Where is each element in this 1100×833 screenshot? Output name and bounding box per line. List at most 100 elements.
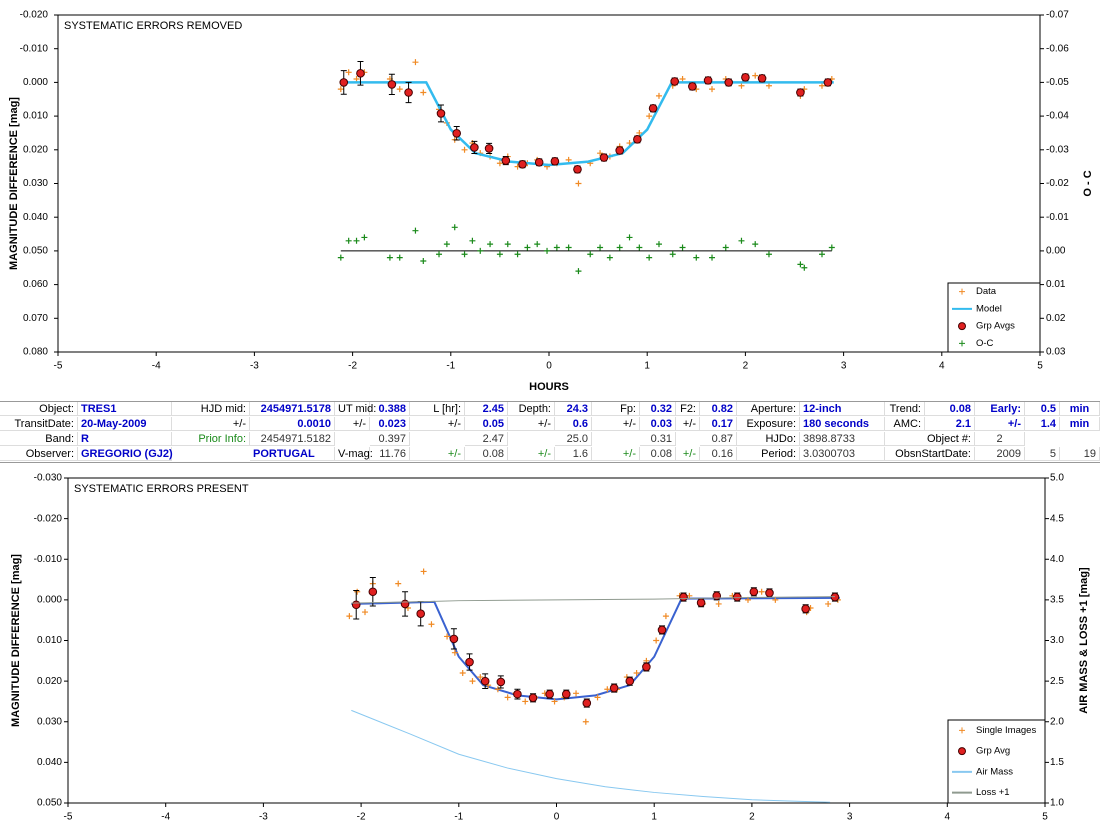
y-tick-label: 0.080 [23,347,48,358]
legend-label: Model [976,303,1002,314]
group-average [696,598,706,608]
group-average [757,74,767,83]
group-average [801,604,810,614]
table-cell: TransitDate: [0,417,78,431]
data-point [597,150,604,157]
data-point [797,261,804,268]
data-point [412,227,419,234]
data-point [646,113,653,120]
x-tick-label: -2 [357,812,366,823]
y-tick-label: -0.030 [34,473,63,484]
group-average [513,689,522,699]
y2-tick-label: 4.0 [1050,554,1064,565]
data-point [436,251,443,258]
table-cell: +/- [676,447,700,461]
data-point [496,160,503,167]
y-tick-label: 0.030 [23,178,48,189]
data-point [354,588,361,595]
table-cell: +/- [172,417,250,431]
data-point [522,698,529,705]
group-average [534,157,544,167]
table-cell: 0.03 [640,417,676,431]
group-average [356,69,365,78]
x-tick-label: -5 [64,812,73,823]
y2-tick-label: 2.0 [1050,716,1064,727]
table-cell: PORTUGAL [250,447,335,461]
table-cell: ObsnStartDate: [885,447,975,461]
data-point [738,237,745,244]
y2-tick-label: -0.07 [1046,10,1069,21]
plot-area [57,14,1041,353]
table-cell: 0.82 [700,402,737,416]
data-point [337,86,344,93]
legend-label: O-C [976,338,994,349]
y2-tick-label: 4.5 [1050,513,1064,524]
table-cell: 5 [1025,447,1060,461]
y2-tick-label: -0.06 [1046,43,1069,54]
data-point [709,86,716,93]
table-cell: 20-May-2009 [78,417,172,431]
legend-swatch [959,288,965,295]
y-tick-label: 0.010 [23,111,48,122]
data-point [818,82,825,89]
y-tick-label: -0.010 [34,554,63,565]
legend-box [947,282,1041,353]
table-cell: 2.45 [465,402,508,416]
table-cell: Period: [737,447,800,461]
table-cell: 24.3 [555,402,592,416]
data-point [765,82,772,89]
y-tick-label: 0.010 [37,635,62,646]
legend-swatch [959,727,965,734]
data-point [604,686,611,693]
group-average [573,165,582,174]
y-tick-label: 0.040 [23,212,48,223]
group-average [484,144,494,153]
y2-tick-label: 5.0 [1050,473,1064,484]
x-tick-label: 1 [651,812,657,823]
data-point [451,224,458,231]
group-average [615,146,625,155]
x-tick-label: -2 [348,361,357,372]
group-average [724,78,734,87]
group-average [599,153,609,162]
data-point [337,254,344,261]
table-cell: 19 [1060,447,1100,461]
table-cell: +/- [592,417,640,431]
y2-tick-label: 3.5 [1050,595,1064,606]
group-average [339,78,349,87]
data-point [616,244,623,251]
table-cell: 1.4 [1025,417,1060,431]
data-point [396,254,403,261]
data-point [451,649,458,656]
group-average [518,159,527,169]
table-cell: 12-inch [800,402,885,416]
table-cell: +/- [508,417,555,431]
data-point [386,254,393,261]
table-cell: 0.397 [370,432,410,446]
table-cell: Observer: [0,447,78,461]
table-cell: Prior Info: [172,432,250,446]
group-average [633,135,642,144]
group-average [765,588,774,598]
group-average [436,109,446,118]
data-point [420,258,427,265]
x-tick-label: -3 [259,812,268,823]
data-point [646,254,653,261]
data-point [565,156,572,163]
table-cell: 0.32 [640,402,676,416]
table-cell: 0.87 [700,432,737,446]
table-cell: 0.31 [640,432,676,446]
y-tick-label: -0.010 [20,43,49,54]
data-point [575,268,582,275]
data-point [818,251,825,258]
group-average [648,104,658,113]
data-point [551,698,558,705]
x-axis-title: HOURS [529,381,569,393]
table-cell: HJD mid: [172,402,250,416]
y-tick-label: -0.020 [34,513,63,524]
data-point [504,241,511,248]
data-point [353,76,360,83]
y2-tick-label: -0.04 [1046,111,1069,122]
data-point [459,670,466,676]
table-cell: 2.1 [925,417,975,431]
